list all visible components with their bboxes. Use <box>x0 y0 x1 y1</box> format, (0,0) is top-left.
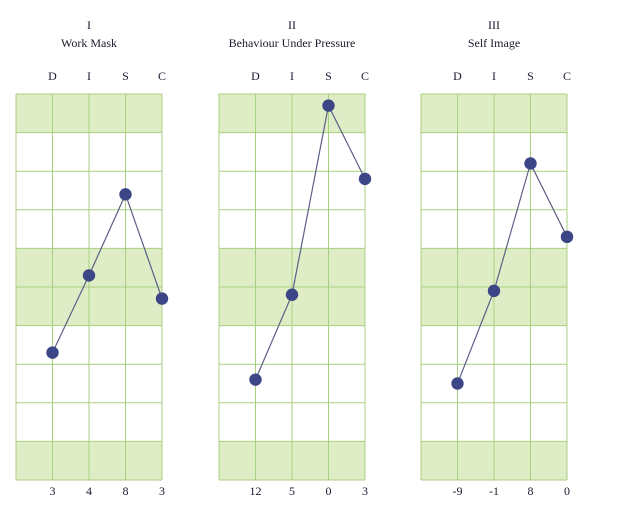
chart-title: Behaviour Under Pressure <box>229 36 356 50</box>
score-label: 5 <box>289 484 295 498</box>
score-label: 3 <box>159 484 165 498</box>
score-label: 12 <box>250 484 262 498</box>
data-point <box>358 172 372 186</box>
chart-title: Self Image <box>468 36 520 50</box>
data-point <box>82 269 96 282</box>
score-label: 3 <box>362 484 368 498</box>
chart-number: II <box>288 18 296 32</box>
score-label: -1 <box>489 484 499 498</box>
data-point <box>451 377 464 390</box>
data-point <box>46 346 59 359</box>
data-point <box>487 284 501 298</box>
category-label: S <box>122 69 129 83</box>
data-point <box>249 373 262 386</box>
data-point <box>155 292 169 305</box>
data-point <box>560 230 574 244</box>
data-point <box>285 288 299 301</box>
chart-panel-2: II Behaviour Under Pressure D I S C 12 5 0 3 <box>218 18 372 498</box>
score-label: 4 <box>86 484 92 498</box>
category-label: C <box>361 69 369 83</box>
chart-number: III <box>488 18 500 32</box>
score-label: 8 <box>528 484 534 498</box>
score-label: 0 <box>564 484 570 498</box>
category-label: I <box>492 69 496 83</box>
chart-number: I <box>87 18 91 32</box>
category-label: D <box>453 69 462 83</box>
chart-title: Work Mask <box>61 36 117 50</box>
category-label: S <box>325 69 332 83</box>
score-label: 8 <box>123 484 129 498</box>
series-line <box>254 103 366 380</box>
score-label: -9 <box>453 484 463 498</box>
chart-panel-3: III Self Image D I S C -9 -1 8 0 <box>420 18 574 498</box>
chart-panel-1: I Work Mask D I S C 3 4 8 3 <box>15 18 169 498</box>
series-line <box>51 192 163 353</box>
category-label: S <box>527 69 534 83</box>
category-label: D <box>251 69 260 83</box>
category-label: I <box>87 69 91 83</box>
score-label: 0 <box>326 484 332 498</box>
category-label: C <box>158 69 166 83</box>
category-label: C <box>563 69 571 83</box>
category-label: D <box>48 69 57 83</box>
data-point <box>322 99 335 112</box>
score-label: 3 <box>50 484 56 498</box>
data-point <box>119 188 132 201</box>
series-line <box>456 161 568 384</box>
category-label: I <box>290 69 294 83</box>
data-point <box>524 157 537 170</box>
